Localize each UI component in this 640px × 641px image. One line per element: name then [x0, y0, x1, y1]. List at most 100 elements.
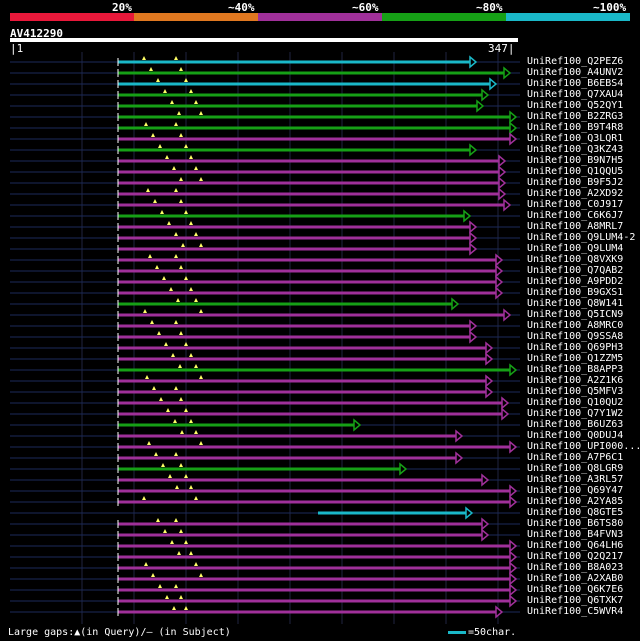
- hit-row[interactable]: [10, 297, 520, 311]
- hit-label[interactable]: UniRef100_Q8VXK9: [527, 254, 624, 265]
- hit-label[interactable]: UniRef100_B2ZRG3: [527, 111, 624, 122]
- hit-label[interactable]: UniRef100_C0J917: [527, 199, 624, 210]
- hit-row[interactable]: [10, 253, 520, 267]
- hit-row[interactable]: [10, 572, 520, 586]
- hit-row[interactable]: [10, 143, 520, 157]
- hit-label[interactable]: UniRef100_A8MRL7: [527, 221, 624, 232]
- hit-label[interactable]: UniRef100_A2XD92: [527, 188, 624, 199]
- hit-row[interactable]: [10, 110, 520, 124]
- hit-row[interactable]: [10, 605, 520, 619]
- hit-label[interactable]: UniRef100_Q8LGR9: [527, 463, 624, 474]
- hit-row[interactable]: [10, 550, 520, 564]
- hit-row[interactable]: [10, 88, 520, 102]
- hit-row[interactable]: [10, 308, 520, 322]
- hit-row[interactable]: [10, 187, 520, 201]
- hit-row[interactable]: [10, 451, 520, 465]
- hit-label[interactable]: UniRef100_A3RL57: [527, 474, 624, 485]
- hit-row[interactable]: [10, 484, 520, 498]
- hit-row[interactable]: [10, 286, 520, 300]
- hit-label[interactable]: UniRef100_B8APP3: [527, 364, 624, 375]
- hit-label[interactable]: UniRef100_A7P6C1: [527, 452, 624, 463]
- hit-row[interactable]: [10, 264, 520, 278]
- hit-label[interactable]: UniRef100_Q9SSA8: [527, 331, 624, 342]
- hit-row[interactable]: [10, 583, 520, 597]
- hit-row[interactable]: [10, 462, 520, 476]
- hit-label[interactable]: UniRef100_Q7QAB2: [527, 265, 624, 276]
- hit-label[interactable]: UniRef100_Q3LQR1: [527, 133, 624, 144]
- hit-row[interactable]: [10, 418, 520, 432]
- hit-label[interactable]: UniRef100_Q10QU2: [527, 397, 624, 408]
- hit-row[interactable]: [10, 209, 520, 223]
- hit-label[interactable]: UniRef100_Q5ICN9: [527, 309, 624, 320]
- hit-label[interactable]: UniRef100_Q3KZ43: [527, 144, 624, 155]
- hit-row[interactable]: [10, 132, 520, 146]
- hit-row[interactable]: [10, 220, 520, 234]
- hit-row[interactable]: [10, 561, 520, 575]
- hit-row[interactable]: [10, 275, 520, 289]
- hit-label[interactable]: UniRef100_B6EBS4: [527, 78, 624, 89]
- hit-label[interactable]: UniRef100_Q8GTE5: [527, 507, 624, 518]
- hit-label[interactable]: UniRef100_A2YA85: [527, 496, 624, 507]
- hit-row[interactable]: [10, 341, 520, 355]
- hit-row[interactable]: [10, 99, 520, 113]
- hit-label[interactable]: UniRef100_C6K6J7: [527, 210, 624, 221]
- hit-label[interactable]: UniRef100_A4UNV2: [527, 67, 624, 78]
- hit-label[interactable]: UniRef100_Q9LUM4-2: [527, 232, 636, 243]
- hit-row[interactable]: [10, 242, 520, 256]
- hit-label[interactable]: UniRef100_Q69PH3: [527, 342, 624, 353]
- hit-row[interactable]: [10, 473, 520, 487]
- hit-row[interactable]: [10, 66, 520, 80]
- hit-label[interactable]: UniRef100_Q6TXK7: [527, 595, 624, 606]
- hit-label[interactable]: UniRef100_UPI000...: [527, 441, 640, 452]
- hit-row[interactable]: [10, 517, 520, 531]
- hit-label[interactable]: UniRef100_A2Z1K6: [527, 375, 624, 386]
- hit-row[interactable]: [10, 330, 520, 344]
- hit-row[interactable]: [10, 198, 520, 212]
- hit-label[interactable]: UniRef100_C5WVR4: [527, 606, 624, 617]
- hit-row[interactable]: [10, 407, 520, 421]
- hit-label[interactable]: UniRef100_B9N7H5: [527, 155, 624, 166]
- hit-label[interactable]: UniRef100_Q6K7E6: [527, 584, 624, 595]
- hit-label[interactable]: UniRef100_Q64LH6: [527, 540, 624, 551]
- hit-row[interactable]: [10, 539, 520, 553]
- hit-label[interactable]: UniRef100_B4FVN3: [527, 529, 624, 540]
- hit-label[interactable]: UniRef100_Q69Y47: [527, 485, 624, 496]
- hit-row[interactable]: [10, 495, 520, 509]
- hit-row[interactable]: [10, 165, 520, 179]
- hit-label[interactable]: UniRef100_Q52QY1: [527, 100, 624, 111]
- hit-row[interactable]: [10, 77, 520, 91]
- hit-row[interactable]: [10, 374, 520, 388]
- hit-label[interactable]: UniRef100_Q1ZZM5: [527, 353, 624, 364]
- hit-row[interactable]: [10, 176, 520, 190]
- hit-row[interactable]: [10, 396, 520, 410]
- hit-row[interactable]: [10, 121, 520, 135]
- hit-label[interactable]: UniRef100_Q9LUM4: [527, 243, 624, 254]
- hit-row[interactable]: [10, 154, 520, 168]
- hit-label[interactable]: UniRef100_Q0DUJ4: [527, 430, 624, 441]
- hit-label[interactable]: UniRef100_Q1QQU5: [527, 166, 624, 177]
- hit-row[interactable]: [10, 528, 520, 542]
- hit-label[interactable]: UniRef100_B6TS80: [527, 518, 624, 529]
- hit-label[interactable]: UniRef100_B6UZ63: [527, 419, 624, 430]
- hit-row[interactable]: [10, 594, 520, 608]
- hit-label[interactable]: UniRef100_Q8W141: [527, 298, 624, 309]
- hit-label[interactable]: UniRef100_Q2PEZ6: [527, 56, 624, 67]
- hit-row[interactable]: [10, 55, 520, 69]
- hit-label[interactable]: UniRef100_B8A023: [527, 562, 624, 573]
- hit-label[interactable]: UniRef100_B9F5J2: [527, 177, 624, 188]
- hit-label[interactable]: UniRef100_Q5MFV3: [527, 386, 624, 397]
- hit-label[interactable]: UniRef100_B9GXS1: [527, 287, 624, 298]
- hit-row[interactable]: [10, 440, 520, 454]
- hit-row[interactable]: [10, 385, 520, 399]
- hit-label[interactable]: UniRef100_A8MRC0: [527, 320, 624, 331]
- hit-label[interactable]: UniRef100_Q2Q217: [527, 551, 624, 562]
- hit-row[interactable]: [10, 352, 520, 366]
- hit-label[interactable]: UniRef100_Q7Y1W2: [527, 408, 624, 419]
- hit-row[interactable]: [10, 319, 520, 333]
- hit-row[interactable]: [10, 506, 520, 520]
- hit-row[interactable]: [10, 363, 520, 377]
- hit-row[interactable]: [10, 429, 520, 443]
- hit-label[interactable]: UniRef100_Q7XAU4: [527, 89, 624, 100]
- hit-label[interactable]: UniRef100_A9PDD2: [527, 276, 624, 287]
- hit-row[interactable]: [10, 231, 520, 245]
